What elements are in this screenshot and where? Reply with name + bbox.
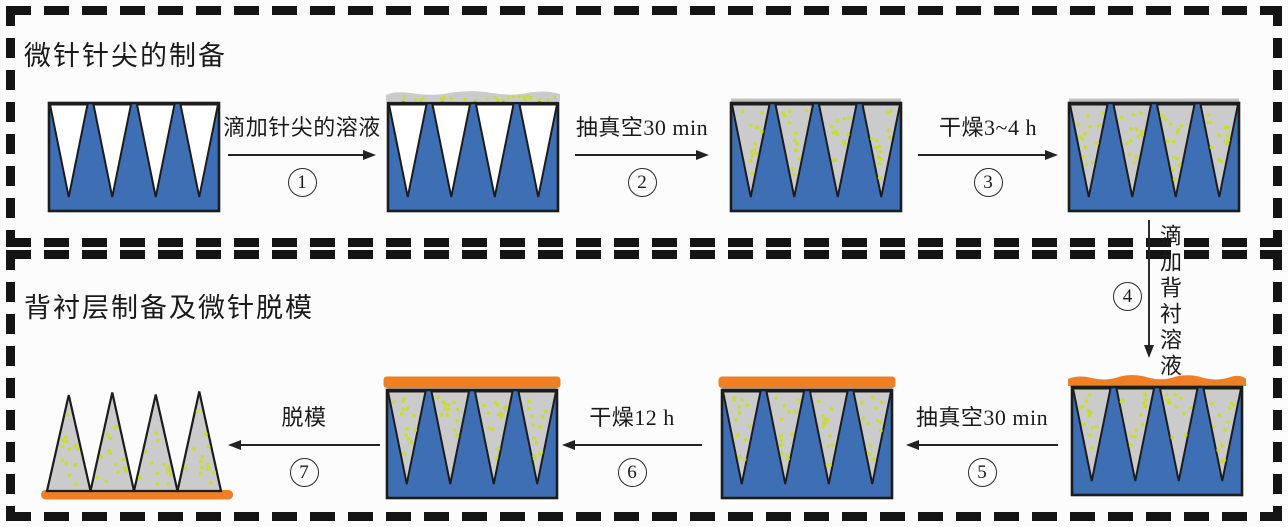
- step-1-number-badge: 1: [287, 168, 317, 197]
- step-3-label: 干燥3~4 h: [939, 115, 1037, 140]
- step-2: 抽真空30 min 2: [575, 114, 709, 197]
- panel1-border-bottom: [6, 238, 1282, 247]
- panel1-border-top: [6, 6, 1282, 15]
- panel1-border-left: [6, 6, 15, 247]
- step-2-label: 抽真空30 min: [575, 115, 709, 140]
- arrow-right-icon: [228, 150, 376, 160]
- step-5-number-badge: 5: [967, 458, 997, 487]
- step-1-label: 滴加针尖的溶液: [223, 115, 381, 140]
- step-7: 脱模 7: [228, 404, 380, 487]
- step-5: 抽真空30 min 5: [906, 404, 1058, 487]
- step-4-label: 滴加背衬溶液: [1157, 224, 1182, 380]
- arrow-right-icon: [575, 150, 709, 160]
- arrow-left-icon: [562, 440, 702, 450]
- panel1-title: 微针针尖的制备: [24, 41, 227, 71]
- mold-empty: [47, 101, 221, 213]
- panel2-border-right: [1273, 250, 1282, 521]
- panel2-border-bottom: [6, 512, 1282, 521]
- mold-tip-vacuum: [729, 98, 903, 213]
- mold-backing-vacuum: [718, 376, 896, 500]
- step-1: 滴加针尖的溶液 1: [223, 114, 380, 197]
- panel2-title: 背衬层制备及微针脱模: [24, 293, 314, 323]
- step-6: 干燥12 h 6: [562, 404, 702, 487]
- panel1-border-right: [1273, 6, 1282, 247]
- step-6-label: 干燥12 h: [589, 405, 675, 430]
- mold-backing-solution-added: [1068, 374, 1246, 497]
- arrow-left-icon: [228, 440, 380, 450]
- demolded-microneedle-array: [41, 391, 233, 500]
- mold-backing-dried: [383, 376, 561, 500]
- arrow-down-icon: [1144, 220, 1154, 358]
- step-2-number-badge: 2: [627, 168, 657, 197]
- step-3-number-badge: 3: [973, 168, 1003, 197]
- mold-tip-solution-added: [386, 91, 560, 213]
- step-6-number-badge: 6: [617, 458, 647, 487]
- step-3: 干燥3~4 h 3: [918, 114, 1058, 197]
- step-7-label: 脱模: [281, 405, 327, 430]
- mold-tip-dried: [1067, 98, 1241, 213]
- arrow-left-icon: [906, 440, 1058, 450]
- step-5-label: 抽真空30 min: [915, 405, 1049, 430]
- step-4-number-badge: 4: [1113, 282, 1142, 311]
- panel2-border-top: [6, 250, 1282, 259]
- arrow-right-icon: [918, 150, 1058, 160]
- step-7-number-badge: 7: [289, 458, 319, 487]
- panel2-border-left: [6, 250, 15, 521]
